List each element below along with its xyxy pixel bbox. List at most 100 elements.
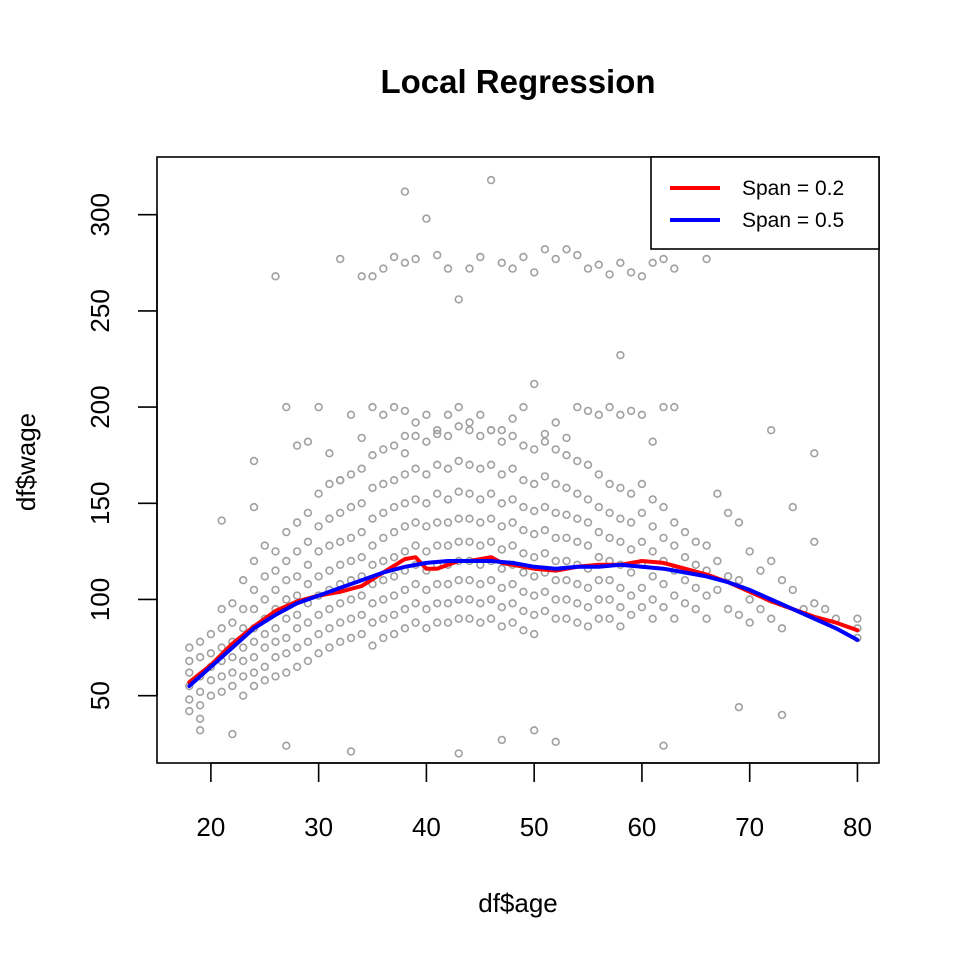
scatter-point	[659, 741, 668, 750]
scatter-point	[508, 618, 517, 627]
scatter-point	[573, 599, 582, 608]
scatter-point	[486, 537, 496, 546]
scatter-point	[573, 514, 582, 523]
scatter-point	[497, 622, 506, 631]
scatter-point	[228, 681, 237, 691]
scatter-point	[411, 431, 420, 441]
scatter-point	[670, 518, 679, 527]
scatter-point	[519, 502, 528, 512]
scatter-point	[185, 656, 194, 666]
scatter-point	[680, 599, 690, 608]
scatter-point	[271, 652, 280, 662]
scatter-point	[217, 687, 226, 696]
x-tick-label: 70	[735, 812, 764, 842]
scatter-point	[616, 351, 625, 360]
scatter-point	[249, 604, 259, 614]
scatter-point	[519, 606, 528, 616]
scatter-point	[702, 541, 711, 550]
scatter-point	[389, 629, 399, 639]
regression-lines	[187, 555, 860, 688]
scatter-point	[756, 566, 765, 575]
scatter-point	[540, 525, 550, 535]
legend-box	[650, 156, 880, 250]
scatter-point	[292, 547, 302, 556]
scatter-point	[292, 662, 302, 671]
scatter-point	[443, 495, 453, 504]
scatter-point	[777, 575, 787, 585]
scatter-point	[508, 579, 517, 589]
scatter-point	[476, 252, 485, 262]
scatter-point	[292, 591, 302, 600]
scatter-point	[529, 629, 539, 639]
scatter-point	[325, 541, 334, 550]
scatter-point	[239, 656, 248, 666]
scatter-point	[336, 537, 345, 546]
scatter-point	[529, 726, 539, 735]
scatter-point	[648, 522, 657, 531]
scatter-point	[540, 437, 550, 446]
scatter-point	[659, 579, 668, 589]
scatter-point	[303, 579, 313, 589]
scatter-point	[497, 602, 506, 612]
scatter-point	[346, 502, 356, 512]
x-tick-label: 20	[196, 812, 225, 842]
scatter-point	[282, 668, 291, 677]
scatter-point	[529, 529, 539, 539]
scatter-point	[562, 614, 571, 623]
scatter-point	[379, 479, 388, 489]
scatter-point	[422, 547, 431, 556]
scatter-point	[228, 668, 237, 677]
scatter-point	[626, 610, 636, 620]
scatter-point	[389, 591, 399, 600]
scatter-point	[594, 527, 603, 537]
scatter-point	[637, 479, 647, 489]
scatter-point	[670, 264, 679, 273]
scatter-point	[540, 472, 550, 481]
scatter-point	[379, 508, 388, 518]
scatter-point	[734, 518, 744, 527]
scatter-point	[680, 575, 690, 585]
scatter-point	[454, 487, 463, 496]
scatter-point	[443, 264, 453, 273]
scatter-point	[379, 533, 388, 543]
scatter-point	[400, 499, 410, 508]
scatter-point	[239, 604, 248, 614]
scatter-point	[336, 599, 345, 608]
scatter-point	[508, 264, 517, 273]
scatter-point	[476, 579, 485, 589]
scatter-point	[702, 614, 711, 623]
scatter-point	[249, 585, 259, 595]
scatter-point	[766, 426, 776, 435]
scatter-point	[260, 572, 269, 581]
scatter-point	[185, 695, 194, 704]
scatter-point	[583, 541, 593, 550]
scatter-point	[605, 533, 614, 543]
scatter-point	[476, 410, 485, 419]
scatter-point	[626, 406, 636, 416]
scatter-point	[465, 575, 474, 585]
scatter-point	[723, 508, 733, 518]
scatter-point	[594, 502, 603, 512]
scatter-point	[745, 618, 754, 627]
scatter-point	[476, 541, 485, 550]
scatter-point	[551, 254, 560, 264]
scatter-point	[411, 418, 420, 427]
scatter-point	[626, 591, 636, 600]
scatter-point	[540, 245, 550, 254]
scatter-point	[260, 629, 269, 639]
scatter-point	[713, 556, 722, 566]
y-axis-title: df$wage	[11, 413, 41, 511]
scatter-point	[433, 426, 442, 435]
scatter-point	[303, 437, 313, 446]
scatter-point	[443, 518, 453, 527]
scatter-point	[810, 537, 819, 546]
scatter-point	[389, 502, 399, 512]
scatter-point	[433, 618, 442, 627]
scatter-point	[519, 549, 528, 558]
scatter-point	[486, 460, 496, 469]
scatter-point	[476, 599, 485, 608]
scatter-point	[249, 681, 259, 691]
scatter-point	[583, 583, 593, 593]
scatter-point	[497, 564, 506, 573]
scatter-point	[508, 414, 517, 423]
